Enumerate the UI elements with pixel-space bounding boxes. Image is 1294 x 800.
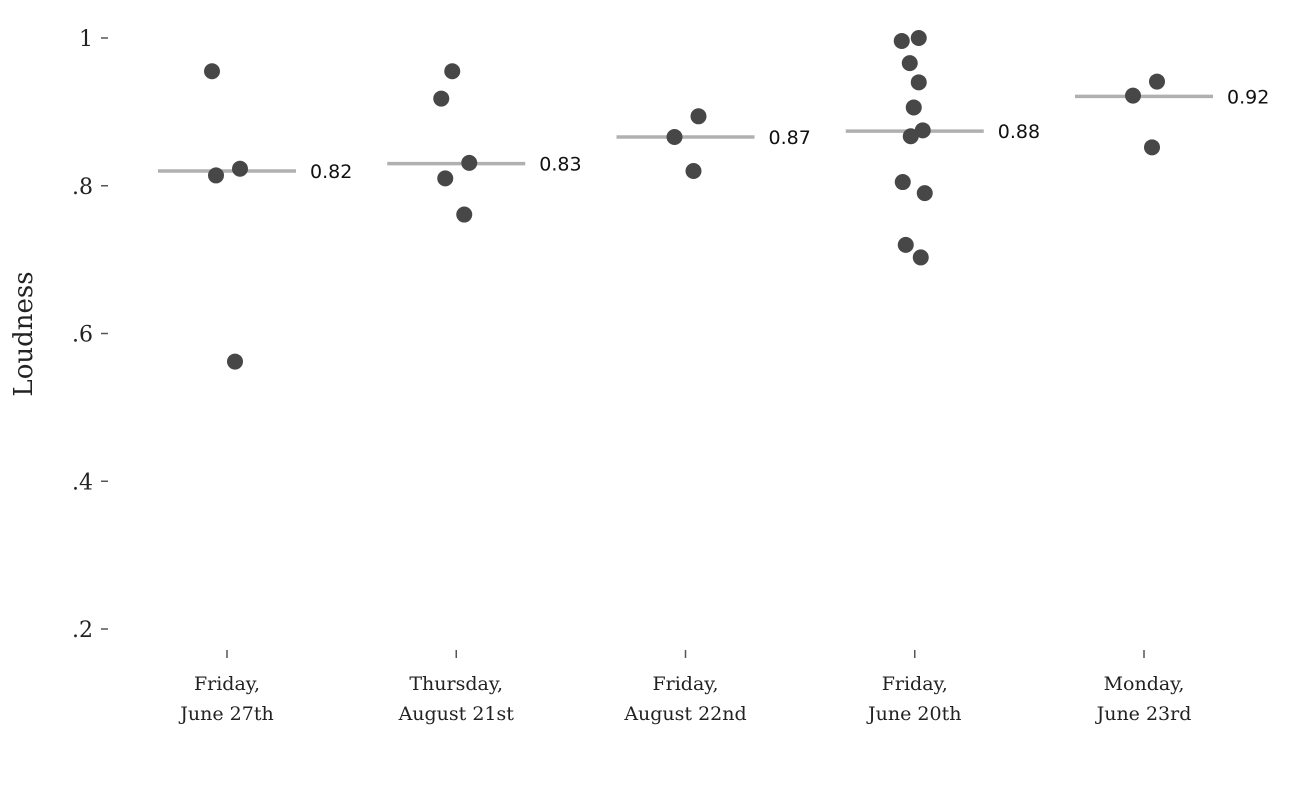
- data-point: [905, 99, 922, 116]
- data-point: [208, 167, 224, 184]
- data-point: [912, 249, 929, 266]
- data-point: [433, 90, 450, 107]
- mean-label: 0.87: [769, 127, 811, 149]
- y-axis: .2 .4 .6 .8 1: [72, 27, 108, 643]
- plot-area: 0.82 0.83 0.87 0.88 0.92: [158, 30, 1269, 370]
- x-tick-label: Friday,: [882, 673, 948, 695]
- data-point: [1125, 87, 1141, 104]
- y-tick-label: 1: [79, 27, 93, 52]
- data-point: [901, 55, 918, 72]
- y-tick-label: .4: [72, 470, 93, 495]
- x-tick-label: Friday,: [194, 673, 260, 695]
- data-point: [893, 32, 910, 49]
- category-group: 0.83: [387, 63, 582, 223]
- data-point: [456, 206, 473, 223]
- data-point: [914, 122, 931, 139]
- data-point: [916, 185, 933, 202]
- data-point: [685, 162, 702, 179]
- category-group: 0.87: [616, 108, 811, 179]
- data-point: [910, 74, 927, 91]
- category-group: 0.92: [1075, 73, 1269, 156]
- y-tick-label: .8: [72, 175, 93, 200]
- y-tick-label: .6: [72, 323, 93, 348]
- mean-label: 0.83: [539, 154, 581, 176]
- x-tick-label: Thursday,: [409, 673, 503, 695]
- y-tick-label: .2: [72, 618, 93, 643]
- y-axis-label: Loudness: [9, 271, 39, 396]
- mean-label: 0.92: [1227, 86, 1269, 108]
- category-group: 0.82: [158, 63, 352, 370]
- data-point: [910, 30, 927, 46]
- data-point: [897, 236, 914, 253]
- mean-label: 0.82: [310, 161, 352, 183]
- data-point: [894, 174, 911, 191]
- mean-label: 0.88: [998, 121, 1040, 143]
- data-point: [204, 63, 220, 80]
- category-group: 0.88: [845, 30, 1040, 266]
- data-point: [232, 160, 248, 177]
- x-tick-label: Monday,: [1104, 673, 1185, 695]
- x-tick-label: Friday,: [652, 673, 718, 695]
- data-point: [902, 128, 919, 145]
- data-point: [1144, 139, 1160, 156]
- data-point: [227, 353, 243, 370]
- x-tick-label: August 22nd: [623, 703, 746, 725]
- data-point: [437, 170, 454, 187]
- x-axis: Friday, June 27th Thursday, August 21st Frid…: [178, 650, 1191, 725]
- data-point: [1149, 73, 1165, 90]
- x-tick-label: June 20th: [866, 703, 961, 725]
- x-tick-label: June 27th: [178, 703, 273, 725]
- data-point: [690, 108, 707, 125]
- data-point: [666, 128, 683, 145]
- x-tick-label: June 23rd: [1095, 703, 1192, 725]
- data-point: [444, 63, 461, 80]
- x-tick-label: August 21st: [398, 703, 515, 725]
- data-point: [461, 154, 478, 171]
